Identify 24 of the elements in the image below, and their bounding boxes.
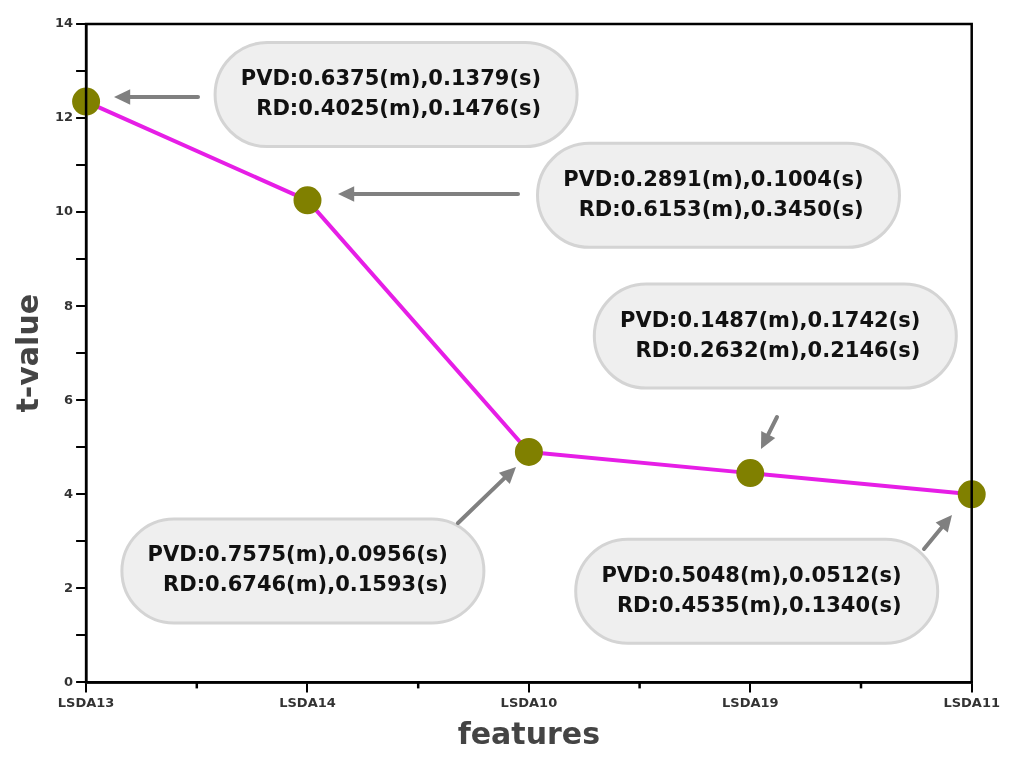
y-tick-label: 6 (64, 391, 74, 407)
annotation: PVD:0.1487(m),0.1742(s) RD:0.2632(m),0.2146(s) (620, 307, 921, 362)
annotation: PVD:0.6375(m),0.1379(s) RD:0.4025(m),0.1476(s) (240, 66, 542, 121)
annotation: PVD:0.7575(m),0.0956(s) RD:0.6746(m),0.1593(s) (147, 542, 448, 597)
y-tick-label: 10 (55, 203, 74, 219)
x-tick-label: LSDA13 (57, 694, 115, 710)
x-tick-label: LSDA14 (279, 694, 336, 710)
point (293, 186, 322, 215)
x-tick-label: LSDA10 (500, 694, 558, 710)
y-tick-label: 14 (55, 15, 74, 31)
annotation: PVD:0.2891(m),0.1004(s) RD:0.6153(m),0.3450(s) (563, 166, 864, 221)
y-tick-label: 2 (64, 579, 74, 595)
x-tick-label: LSDA11 (943, 694, 1000, 710)
y-axis-title: t-value (9, 293, 45, 413)
y-tick-label: 0 (64, 673, 74, 689)
x-tick-label: LSDA19 (722, 694, 779, 710)
y-tick-label: 8 (64, 297, 74, 313)
x-axis-title: features (457, 715, 601, 751)
point (514, 437, 543, 466)
point (736, 459, 765, 488)
y-tick-label: 12 (55, 109, 74, 125)
point (72, 87, 101, 116)
y-tick-label: 4 (64, 485, 74, 501)
annotation: PVD:0.5048(m),0.0512(s) RD:0.4535(m),0.1340(s) (601, 562, 902, 617)
